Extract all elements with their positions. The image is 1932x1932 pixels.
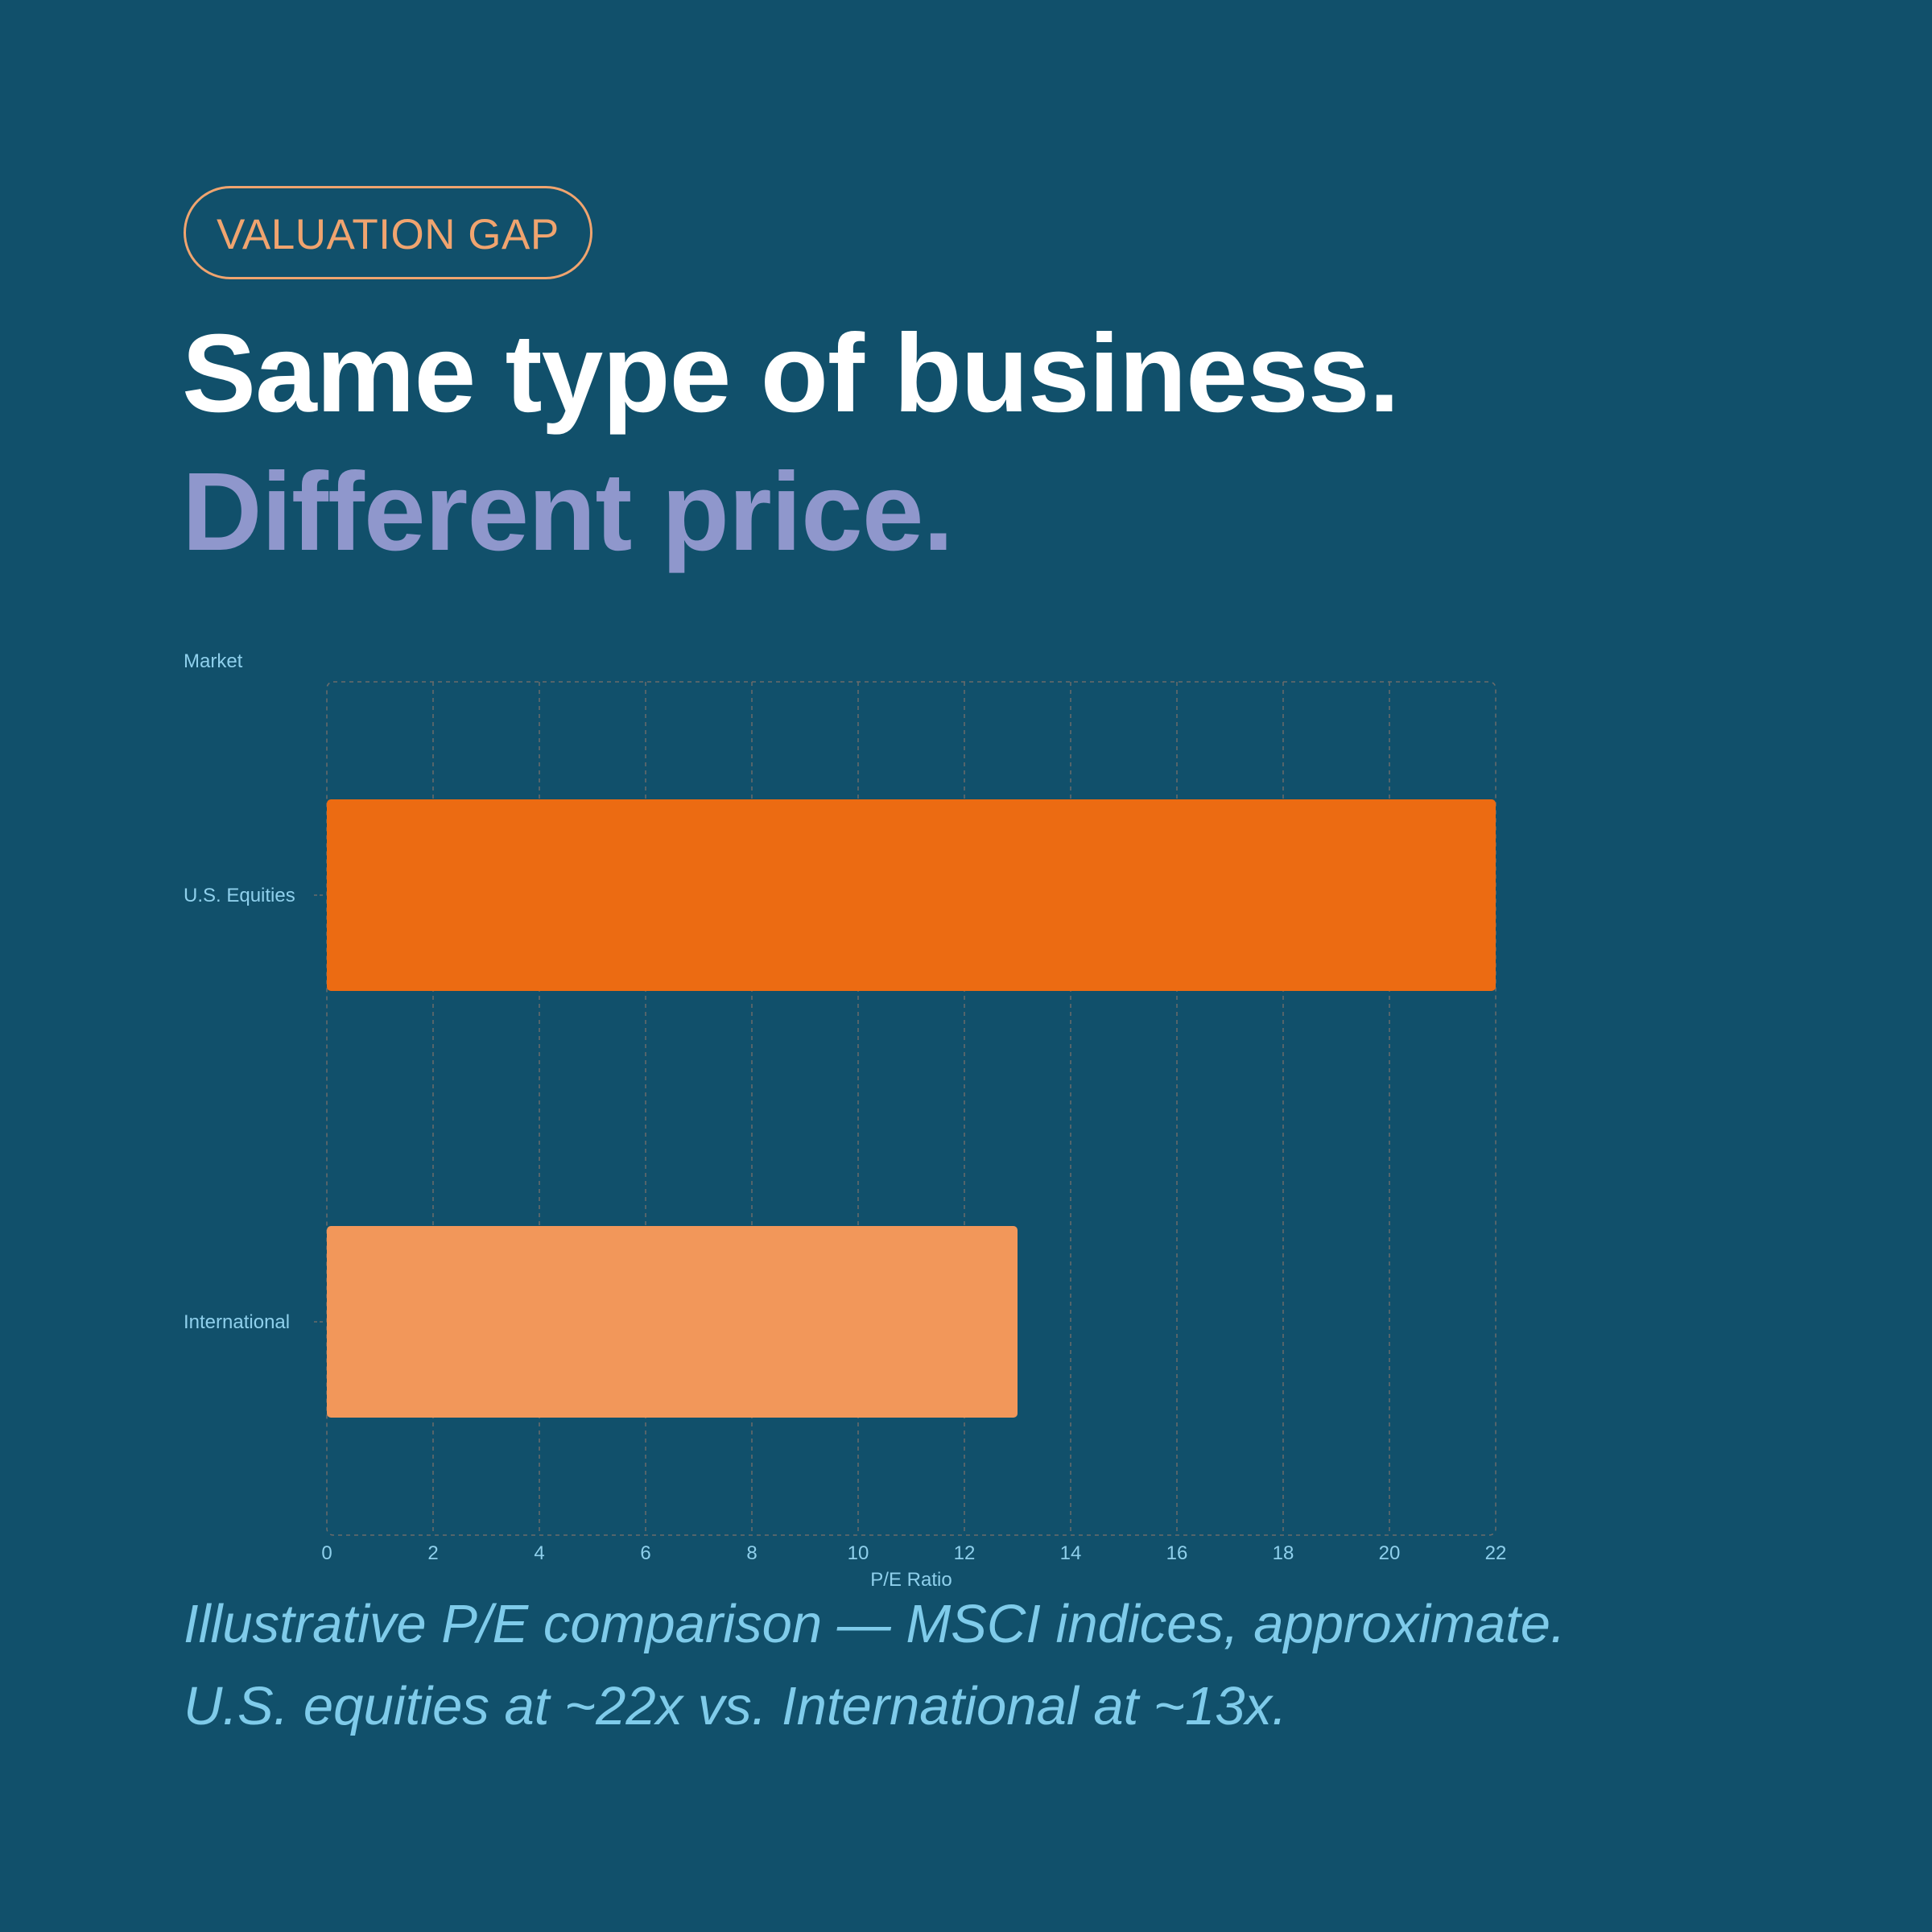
caption-line-2: U.S. equities at ~22x vs. International … <box>184 1676 1287 1736</box>
x-tick-label: 14 <box>1060 1542 1082 1564</box>
x-tick-label: 16 <box>1166 1542 1188 1564</box>
headline-secondary: Different price. <box>182 450 954 574</box>
caption-line-1: Illustrative P/E comparison — MSCI indic… <box>184 1594 1566 1654</box>
plot-frame <box>326 681 1496 1536</box>
chart-labels: 0 2 4 6 8 10 12 14 16 18 20 22 U.S. Equities Internat… <box>184 885 1506 1564</box>
bar-u-s-equities <box>327 799 1496 991</box>
chart-bars <box>327 799 1496 1418</box>
y-axis-title: Market <box>184 650 243 672</box>
category-label: U.S. Equities <box>184 885 295 906</box>
x-axis-title: P/E Ratio <box>870 1569 952 1591</box>
pe-bar-chart: 0 2 4 6 8 10 12 14 16 18 20 22 U.S. Equities Internat… <box>184 650 1506 1591</box>
x-tick-label: 18 <box>1273 1542 1294 1564</box>
x-tick-label: 20 <box>1379 1542 1401 1564</box>
x-tick-label: 6 <box>640 1542 650 1564</box>
bar-international <box>327 1226 1018 1418</box>
x-tick-label: 0 <box>321 1542 332 1564</box>
x-tick-label: 22 <box>1485 1542 1507 1564</box>
category-label: International <box>184 1311 290 1333</box>
x-tick-label: 4 <box>534 1542 544 1564</box>
x-tick-label: 12 <box>954 1542 976 1564</box>
section-badge: VALUATION GAP <box>184 186 592 279</box>
headline-primary: Same type of business. <box>182 312 1400 436</box>
x-tick-label: 10 <box>848 1542 869 1564</box>
x-tick-label: 8 <box>746 1542 757 1564</box>
x-tick-label: 2 <box>427 1542 438 1564</box>
